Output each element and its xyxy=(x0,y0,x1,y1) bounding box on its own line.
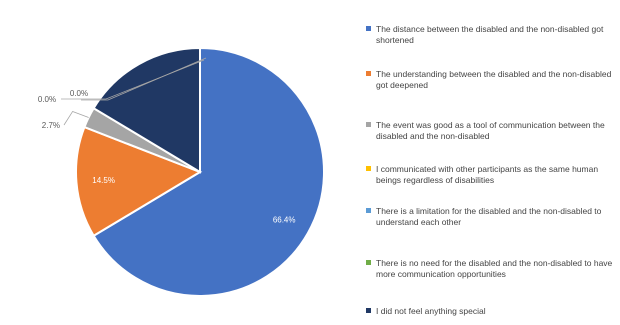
legend-label: I did not feel anything special xyxy=(376,306,486,316)
legend-label: I communicated with other participants a… xyxy=(376,164,599,185)
legend-item: There is no need for the disabled and th… xyxy=(366,258,616,280)
data-label: 14.5% xyxy=(92,176,115,185)
legend-item: The event was good as a tool of communic… xyxy=(366,120,616,142)
legend-label: The event was good as a tool of communic… xyxy=(376,120,605,141)
pie-slice xyxy=(75,125,203,238)
legend-swatch xyxy=(366,208,371,213)
data-label: 0.0% xyxy=(70,89,88,98)
leader-line xyxy=(81,57,207,101)
legend-swatch xyxy=(366,71,371,76)
legend-item: I communicated with other participants a… xyxy=(366,164,616,186)
legend-swatch xyxy=(366,122,371,127)
legend-swatch xyxy=(366,260,371,265)
legend-label: There is a limitation for the disabled a… xyxy=(376,206,602,227)
legend-label: The distance between the disabled and th… xyxy=(376,24,604,45)
legend-label: The understanding between the disabled a… xyxy=(376,69,612,90)
legend-swatch xyxy=(366,166,371,171)
pie-slice xyxy=(92,46,201,174)
data-label: 0.0% xyxy=(38,95,56,104)
legend-item: There is a limitation for the disabled a… xyxy=(366,206,616,228)
legend-item: The understanding between the disabled a… xyxy=(366,69,616,91)
legend-item: The distance between the disabled and th… xyxy=(366,24,616,46)
leader-line xyxy=(63,110,89,126)
legend-label: There is no need for the disabled and th… xyxy=(376,258,613,279)
legend-swatch xyxy=(366,26,371,31)
data-label: 2.7% xyxy=(42,121,60,130)
data-label: 66.4% xyxy=(273,216,296,225)
legend-item: I did not feel anything special xyxy=(366,306,616,317)
pie-slice xyxy=(92,46,325,297)
legend-swatch xyxy=(366,308,371,313)
